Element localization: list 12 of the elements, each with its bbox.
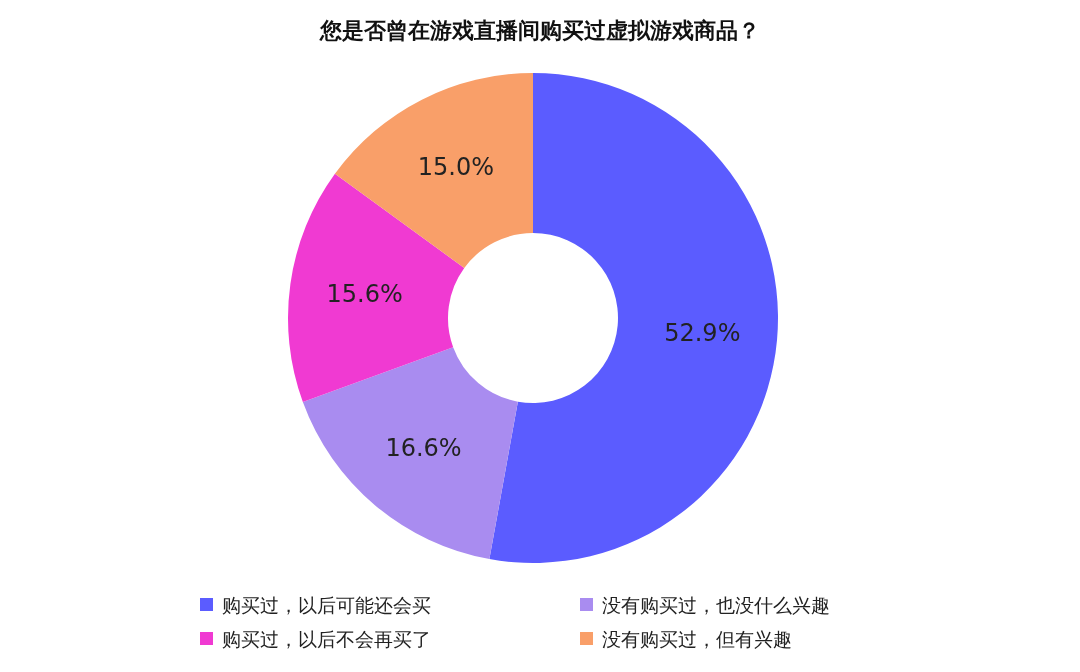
- legend-label: 没有购买过，但有兴趣: [602, 628, 792, 650]
- legend-label: 购买过，以后可能还会买: [222, 594, 431, 616]
- legend-label: 没有购买过，也没什么兴趣: [602, 594, 830, 616]
- donut-slice: [302, 347, 518, 560]
- chart-title: 您是否曾在游戏直播间购买过虚拟游戏商品？: [319, 18, 760, 43]
- donut-slice: [334, 73, 533, 268]
- data-label: 52.9%: [664, 319, 741, 348]
- donut-slice: [288, 173, 465, 402]
- data-label: 15.0%: [417, 152, 495, 181]
- legend-label: 购买过，以后不会再买了: [222, 628, 431, 650]
- data-label: 16.6%: [385, 434, 462, 463]
- data-label: 15.6%: [326, 280, 403, 309]
